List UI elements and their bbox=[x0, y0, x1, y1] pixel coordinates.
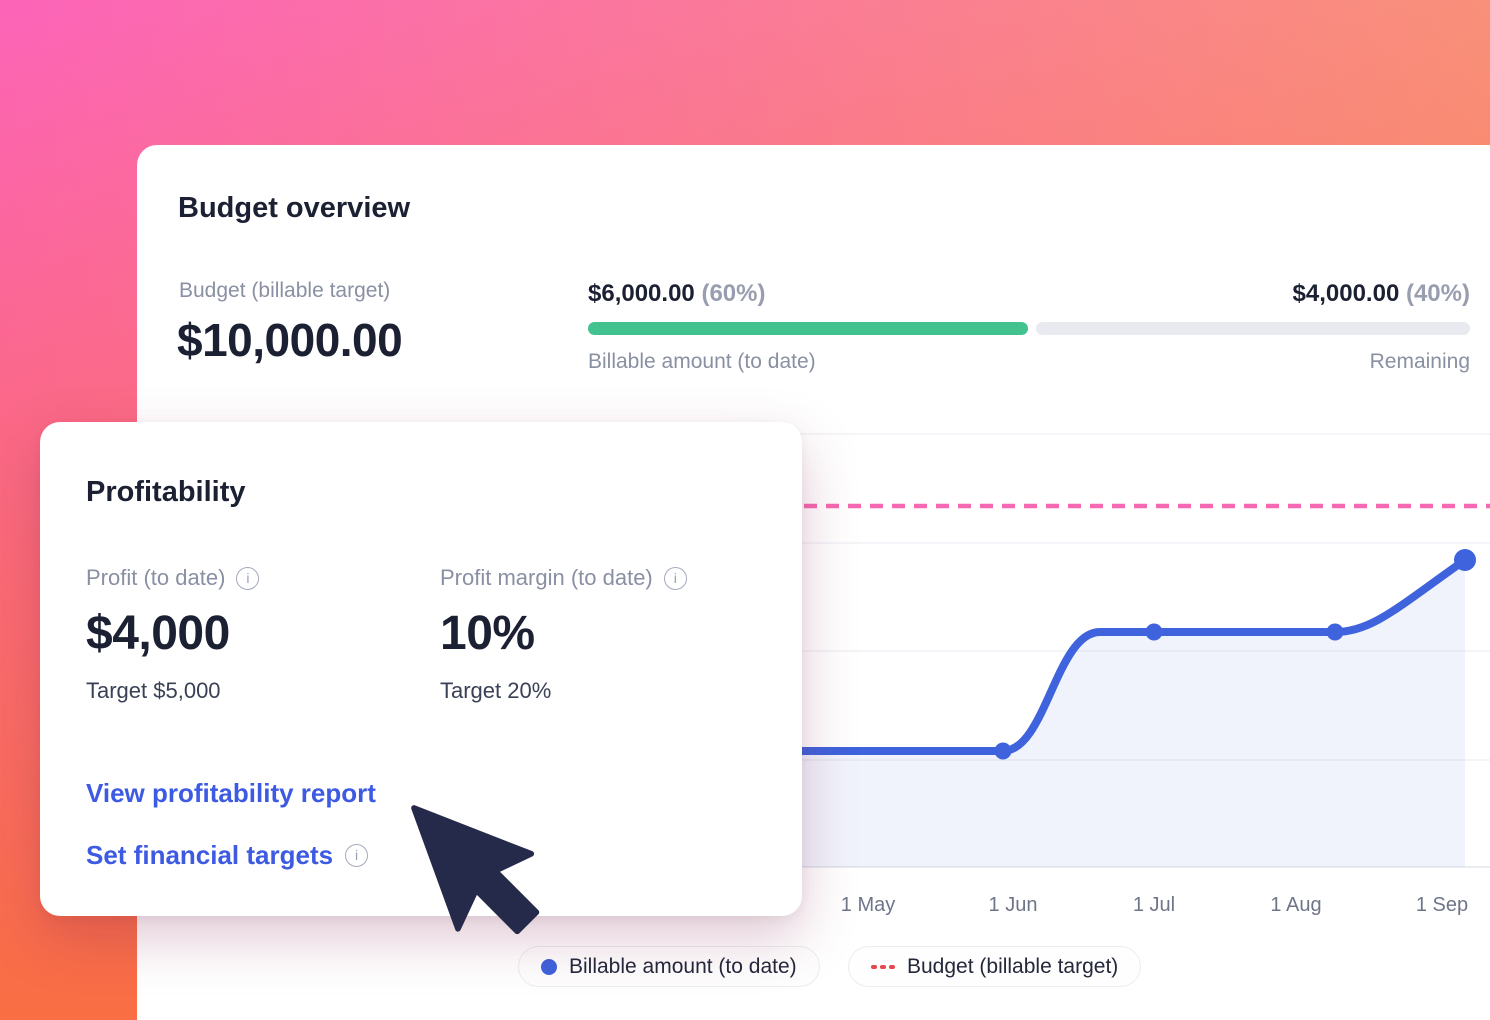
blue-dot-icon bbox=[541, 958, 557, 975]
progress-bar-billable bbox=[588, 322, 1028, 335]
remaining-amount-percent: (40%) bbox=[1405, 280, 1470, 307]
info-icon[interactable]: i bbox=[663, 566, 687, 590]
budget-target-value: $10,000.00 bbox=[177, 314, 403, 366]
x-tick-aug: 1 Aug bbox=[1270, 894, 1322, 916]
billable-amount-stat: $6,000.00 (60%) bbox=[588, 280, 766, 307]
billable-amount-percent: (60%) bbox=[701, 280, 766, 307]
data-point-latest[interactable] bbox=[1454, 549, 1476, 571]
profitability-title: Profitability bbox=[86, 476, 246, 508]
set-financial-targets-link[interactable]: Set financial targets i bbox=[86, 840, 369, 870]
progress-bar-remaining bbox=[1036, 322, 1470, 335]
info-icon[interactable]: i bbox=[236, 566, 260, 590]
link-text: View profitability report bbox=[86, 778, 376, 808]
billable-line bbox=[536, 556, 1469, 755]
legend-billable-amount[interactable]: Billable amount (to date) bbox=[518, 946, 820, 987]
link-text: Set financial targets bbox=[86, 840, 334, 870]
data-point[interactable] bbox=[1326, 623, 1344, 641]
info-icon[interactable]: i bbox=[345, 843, 369, 867]
x-tick-jul: 1 Jul bbox=[1132, 894, 1176, 916]
billable-caption: Billable amount (to date) bbox=[588, 350, 816, 373]
data-point[interactable] bbox=[994, 742, 1012, 760]
x-tick-sep: 1 Sep bbox=[1415, 894, 1469, 916]
profit-margin-value: 10% bbox=[440, 607, 535, 660]
budget-target-label: Budget (billable target) bbox=[179, 279, 391, 302]
profit-margin-target: Target 20% bbox=[440, 678, 552, 703]
data-point[interactable] bbox=[1145, 623, 1163, 641]
x-tick-jun: 1 Jun bbox=[988, 894, 1038, 916]
legend-label: Budget (billable target) bbox=[907, 954, 1119, 978]
billable-amount-value: $6,000.00 bbox=[588, 280, 695, 307]
remaining-amount-value: $4,000.00 bbox=[1292, 280, 1400, 307]
cursor-pointer-icon bbox=[411, 805, 540, 935]
margin-label-text: Profit margin (to date) bbox=[440, 565, 653, 590]
legend-budget-target[interactable]: Budget (billable target) bbox=[848, 946, 1142, 987]
dashed-line-icon bbox=[871, 964, 895, 969]
budget-overview-title: Budget overview bbox=[178, 192, 411, 224]
profit-target: Target $5,000 bbox=[86, 678, 221, 703]
profit-to-date-value: $4,000 bbox=[86, 607, 230, 660]
legend-label: Billable amount (to date) bbox=[569, 954, 797, 978]
remaining-caption: Remaining bbox=[1369, 350, 1470, 373]
remaining-amount-stat: $4,000.00 (40%) bbox=[1292, 280, 1470, 307]
view-profitability-report-link[interactable]: View profitability report bbox=[86, 779, 376, 808]
x-tick-may: 1 May bbox=[840, 894, 896, 916]
profit-label-text: Profit (to date) bbox=[86, 565, 226, 590]
profit-to-date-label: Profit (to date) i bbox=[86, 565, 260, 590]
profit-margin-label: Profit margin (to date) i bbox=[440, 565, 687, 590]
